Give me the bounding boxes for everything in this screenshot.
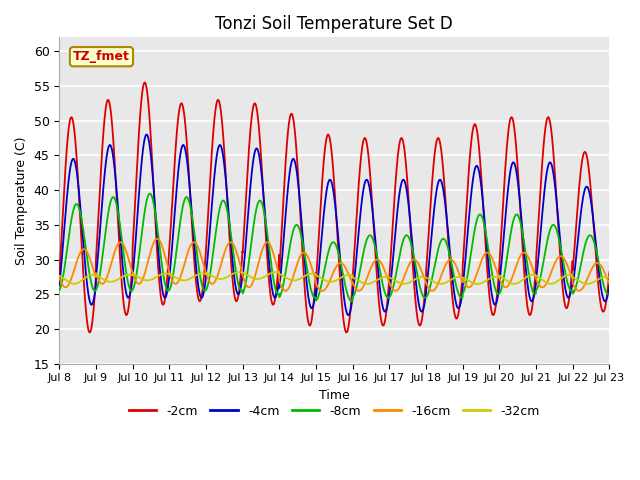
Legend: -2cm, -4cm, -8cm, -16cm, -32cm: -2cm, -4cm, -8cm, -16cm, -32cm <box>124 400 545 423</box>
Text: TZ_fmet: TZ_fmet <box>73 50 130 63</box>
Title: Tonzi Soil Temperature Set D: Tonzi Soil Temperature Set D <box>216 15 453 33</box>
X-axis label: Time: Time <box>319 389 349 402</box>
Y-axis label: Soil Temperature (C): Soil Temperature (C) <box>15 136 28 265</box>
